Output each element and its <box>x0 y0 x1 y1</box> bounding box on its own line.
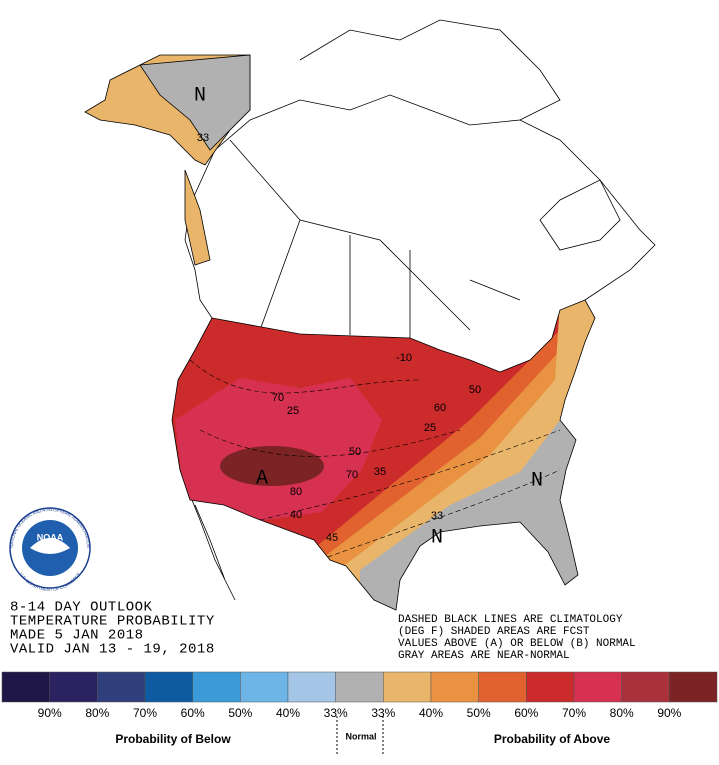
region-label: A <box>256 467 268 490</box>
contour-label: -10 <box>396 352 412 364</box>
outlook-text: 8-14 DAY OUTLOOK <box>10 600 153 616</box>
contour-label: 25 <box>424 422 436 434</box>
legend-label: 60% <box>514 706 538 720</box>
contour-label: 60 <box>434 402 446 414</box>
alaska <box>84 54 251 266</box>
legend-swatch <box>287 671 336 703</box>
contour-label: 50 <box>469 384 481 396</box>
us-outline <box>171 299 596 611</box>
contour-label: 70 <box>346 469 358 481</box>
legend-swatch <box>335 671 384 703</box>
contour-label: 25 <box>287 405 299 417</box>
region-label: N <box>531 469 543 492</box>
contour-label: 33 <box>431 510 443 522</box>
legend-label: 40% <box>419 706 443 720</box>
legend-label: 90% <box>657 706 681 720</box>
note-text: VALUES ABOVE (A) OR BELOW (B) NORMAL <box>398 638 636 650</box>
legend-swatch <box>430 671 479 703</box>
legend-swatch <box>144 671 193 703</box>
legend-swatch <box>526 671 575 703</box>
legend-swatch <box>240 671 289 703</box>
legend-title: Normal <box>345 731 376 741</box>
contour-label: 70 <box>272 392 284 404</box>
note-text: (DEG F) SHADED AREAS ARE FCST <box>398 626 590 638</box>
legend-swatch <box>573 671 622 703</box>
contour-label: 33 <box>197 132 209 144</box>
logo-name: NOAA <box>37 532 64 542</box>
canada-outline <box>179 19 656 601</box>
contour-label: 50 <box>349 446 361 458</box>
legend-title: Probability of Below <box>115 732 231 746</box>
legend-swatch <box>192 671 241 703</box>
legend-label: 33% <box>371 706 395 720</box>
logo-gull <box>30 538 70 554</box>
legend-label: 33% <box>324 706 348 720</box>
legend-swatch <box>49 671 98 703</box>
contour-label: 80 <box>290 486 302 498</box>
legend-swatch <box>478 671 527 703</box>
legend-label: 60% <box>181 706 205 720</box>
us-forecast <box>172 300 595 610</box>
noaa-logo: NOAA NATIONAL OCEANIC AND ATMOSPHERIC AD… <box>9 507 91 592</box>
region-label: N <box>431 526 443 549</box>
legend-swatch <box>669 671 718 703</box>
region-label: N <box>194 84 206 107</box>
legend-swatch <box>383 671 432 703</box>
legend-label: 70% <box>133 706 157 720</box>
legend-swatch <box>621 671 670 703</box>
legend-swatch <box>97 671 146 703</box>
legend-label: 80% <box>610 706 634 720</box>
note-text: GRAY AREAS ARE NEAR-NORMAL <box>398 650 570 662</box>
legend-label: 80% <box>85 706 109 720</box>
contour-label: 40 <box>290 509 302 521</box>
legend-label: 40% <box>276 706 300 720</box>
outlook-text: MADE 5 JAN 2018 <box>10 628 144 644</box>
legend-swatch <box>1 671 50 703</box>
legend-title: Probability of Above <box>494 732 611 746</box>
legend-label: 50% <box>467 706 491 720</box>
outlook-text: TEMPERATURE PROBABILITY <box>10 614 215 630</box>
contour-label: 45 <box>326 532 338 544</box>
note-text: DASHED BLACK LINES ARE CLIMATOLOGY <box>398 614 623 626</box>
outlook-text: VALID JAN 13 - 19, 2018 <box>10 642 215 658</box>
legend-label: 50% <box>228 706 252 720</box>
legend-label: 90% <box>38 706 62 720</box>
contour-label: 35 <box>374 466 386 478</box>
legend-label: 70% <box>562 706 586 720</box>
